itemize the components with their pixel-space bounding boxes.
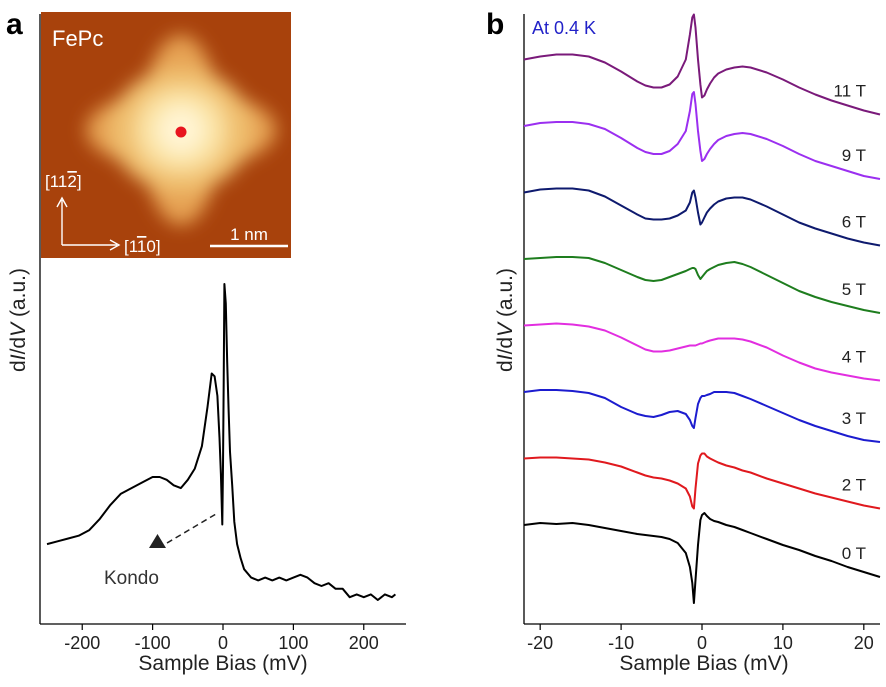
panel-a-ylabel: dI/dV (a.u.) [7, 268, 30, 372]
panel-a-x-ticks: -200 -100 0 100 200 [64, 624, 379, 653]
panel-b-x-tick-label: 20 [854, 633, 874, 653]
panel-b-x-tick-label: -20 [527, 633, 553, 653]
panel-b-ylabel: dI/dV (a.u.) [494, 268, 517, 372]
panel-b-series-label: 11 T [834, 82, 866, 101]
panel-b-x-tick-label: 0 [697, 633, 707, 653]
panel-b-series-label: 4 T [842, 348, 866, 367]
panel-b-trace [523, 512, 881, 604]
inset-label: FePc [52, 26, 103, 51]
direction-label-right: [110] [124, 237, 161, 256]
panel-a-xlabel: Sample Bias (mV) [138, 652, 307, 675]
direction-arrowhead-right [109, 239, 121, 251]
panel-b-trace [523, 91, 881, 180]
panel-b-x-tick-label: -10 [608, 633, 634, 653]
panel-b-series-label: 9 T [842, 146, 866, 165]
panel-b-series-label: 2 T [842, 476, 866, 495]
direction-arrowhead-up [56, 196, 68, 208]
panel-b-trace [523, 389, 881, 443]
panel-b-x-tick-label: 10 [773, 633, 793, 653]
tip-position-dot [175, 126, 187, 138]
panel-b-trace [523, 256, 881, 314]
scale-bar-label: 1 nm [230, 225, 268, 244]
panel-b-series-labels: 0 T 2 T 3 T 4 T 5 T 6 T 9 T 11 T [834, 82, 866, 564]
panel-b-trace [523, 322, 881, 382]
panel-a-series [46, 283, 397, 601]
panel-b-trace [523, 187, 881, 247]
panel-a-x-tick-label: 100 [278, 633, 308, 653]
panel-b-title: At 0.4 K [532, 18, 596, 38]
panel-a-letter: a [6, 8, 23, 41]
panel-b-xlabel: Sample Bias (mV) [619, 652, 788, 675]
panel-a-x-tick-label: -100 [135, 633, 171, 653]
panel-b-series-label: 3 T [842, 409, 866, 428]
kondo-dashed-arrow [166, 513, 217, 544]
panel-b-trace [523, 13, 881, 116]
panel-b-trace [523, 452, 881, 510]
panel-b-letter: b [486, 8, 504, 41]
direction-label-up: [112] [45, 172, 82, 191]
kondo-label: Kondo [104, 568, 159, 589]
panel-b-series-label: 0 T [842, 544, 866, 563]
panel-b-x-ticks: -20 -10 0 10 20 [527, 624, 874, 653]
panel-a-x-tick-label: 200 [349, 633, 379, 653]
panel-a-trace [46, 283, 397, 601]
panel-b-series-label: 5 T [842, 280, 866, 299]
panel-b-series [523, 13, 881, 604]
fepc-inset: FePc [112] [110] 1 nm [41, 12, 291, 258]
kondo-marker-triangle [149, 534, 166, 548]
panel-b-series-label: 6 T [842, 213, 866, 232]
panel-a-x-tick-label: -200 [64, 633, 100, 653]
panel-a-x-tick-label: 0 [218, 633, 228, 653]
